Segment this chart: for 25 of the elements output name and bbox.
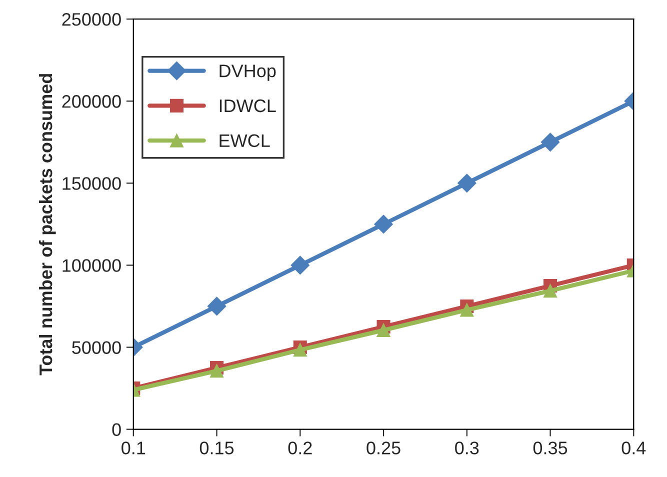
x-tick-label: 0.3 bbox=[455, 442, 479, 454]
x-tick-label: 0.15 bbox=[200, 442, 234, 454]
x-tick-label: 0.25 bbox=[366, 442, 400, 454]
y-tick-label: 150000 bbox=[62, 177, 121, 190]
y-tick-label: 50000 bbox=[72, 341, 121, 354]
point bbox=[207, 296, 226, 316]
point bbox=[290, 256, 310, 275]
x-tick-label: 0.35 bbox=[533, 442, 568, 454]
x-tick-label: 0.4 bbox=[622, 442, 646, 454]
y-tick-label: 0 bbox=[112, 423, 121, 436]
x-tick-label: 0.1 bbox=[122, 442, 146, 454]
point bbox=[210, 364, 224, 378]
legend-label: IDWCL bbox=[220, 99, 276, 112]
y-tick-label: 250000 bbox=[62, 13, 121, 26]
legend-label: DVHop bbox=[220, 64, 276, 81]
y-tick-label: 200000 bbox=[62, 95, 121, 108]
point bbox=[374, 214, 393, 234]
x-tick-label: 0.2 bbox=[288, 442, 312, 454]
legend-label: EWCL bbox=[220, 134, 270, 148]
y-tick-label: 100000 bbox=[62, 259, 121, 272]
point bbox=[458, 174, 476, 193]
point bbox=[460, 303, 474, 317]
point bbox=[293, 343, 307, 357]
y-axis-title: Total number of packets consumed bbox=[38, 74, 56, 376]
point bbox=[376, 323, 390, 337]
